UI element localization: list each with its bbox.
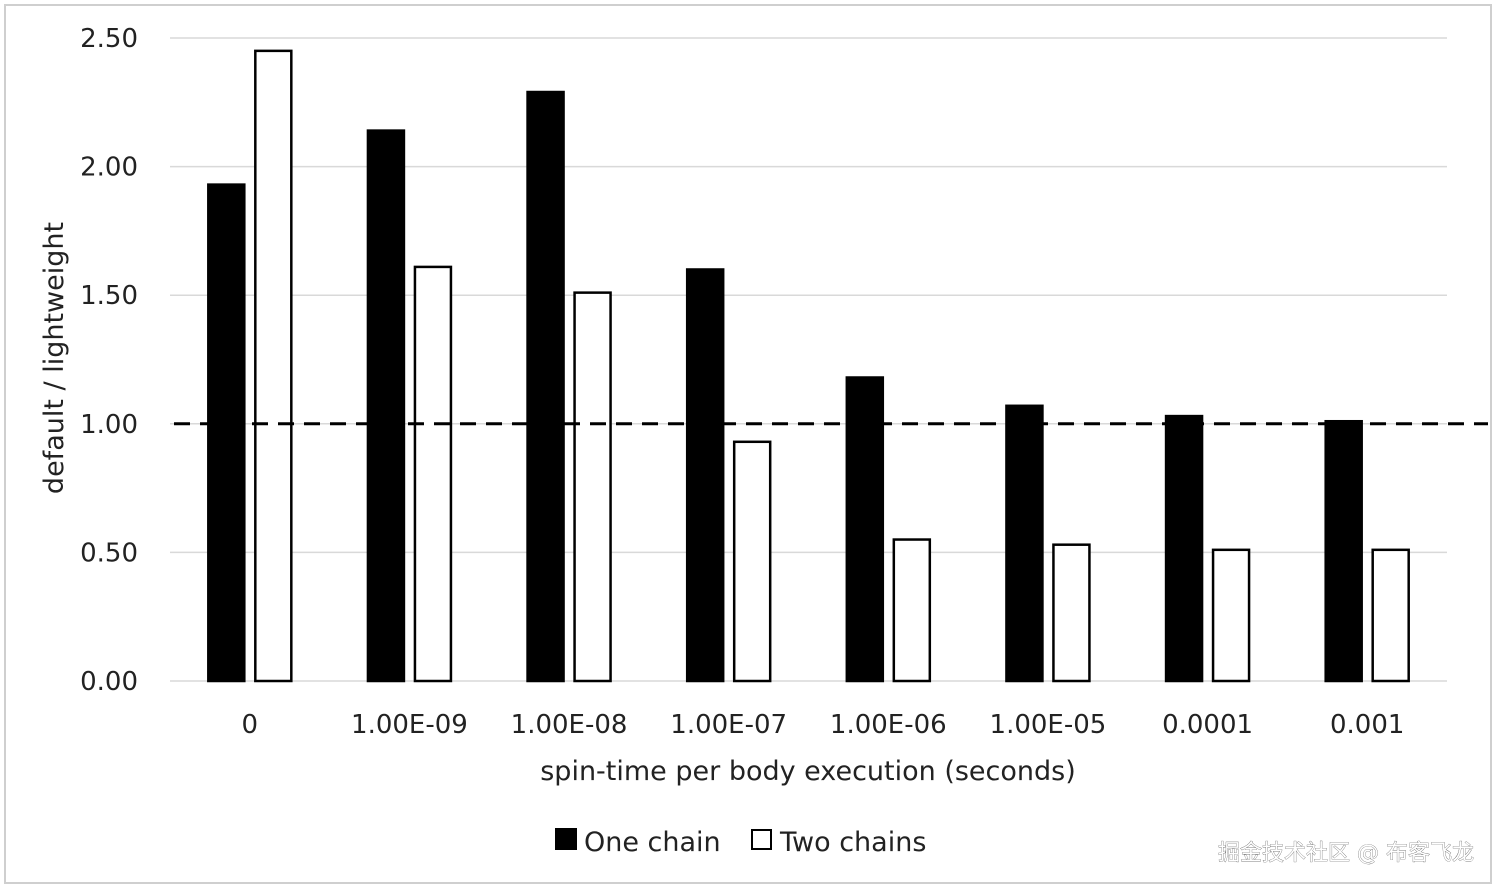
bar-one-chain-2 [526, 90, 565, 683]
x-tick-label: 1.00E-06 [830, 710, 947, 740]
legend-label-one-chain: One chain [584, 827, 721, 858]
x-tick-label: 1.00E-05 [990, 710, 1107, 740]
bar-one-chain-0 [207, 183, 246, 683]
x-axis-label: spin-time per body execution (seconds) [540, 756, 1076, 787]
x-axis-ticks: 0 1.00E-09 1.00E-08 1.00E-07 1.00E-06 1.00E-0… [242, 710, 1405, 740]
bar-one-chain-3 [685, 268, 725, 683]
bar-two-chains-0 [254, 49, 293, 683]
y-axis-ticks: 0.00 0.50 1.00 1.50 2.00 2.50 [80, 24, 138, 697]
x-tick-label: 0.001 [1330, 710, 1404, 740]
bar-two-chains-3 [732, 440, 772, 683]
y-axis-label: default / lightweight [39, 222, 70, 494]
bar-two-chains-6 [1211, 548, 1251, 683]
bar-two-chains-1 [413, 265, 453, 683]
bars [207, 49, 1410, 683]
gridlines [170, 37, 1447, 682]
y-tick-label: 1.50 [80, 281, 138, 311]
x-tick-label: 0 [242, 710, 259, 740]
y-tick-label: 2.50 [80, 24, 138, 54]
x-tick-label: 0.0001 [1162, 710, 1253, 740]
legend-label-two-chains: Two chains [779, 827, 926, 858]
legend-swatch-two-chains [751, 829, 772, 850]
y-tick-label: 0.50 [80, 538, 138, 568]
bar-one-chain-7 [1324, 419, 1363, 683]
bar-one-chain-4 [845, 376, 885, 683]
x-tick-label: 1.00E-09 [351, 710, 468, 740]
bar-two-chains-2 [573, 291, 612, 683]
y-tick-label: 2.00 [80, 153, 138, 183]
bar-two-chains-7 [1371, 548, 1410, 683]
x-tick-label: 1.00E-08 [511, 710, 628, 740]
legend: One chain Two chains [555, 827, 926, 858]
bar-two-chains-5 [1052, 543, 1091, 683]
legend-swatch-one-chain [555, 828, 577, 850]
bar-two-chains-4 [892, 538, 932, 683]
y-tick-label: 0.00 [80, 667, 138, 697]
x-tick-label: 1.00E-07 [670, 710, 787, 740]
bar-one-chain-6 [1164, 414, 1204, 683]
bar-one-chain-1 [366, 129, 406, 683]
y-tick-label: 1.00 [80, 410, 138, 440]
watermark-text: 掘金技术社区 @ 布客飞龙 [1218, 841, 1474, 866]
bar-one-chain-5 [1005, 404, 1044, 683]
